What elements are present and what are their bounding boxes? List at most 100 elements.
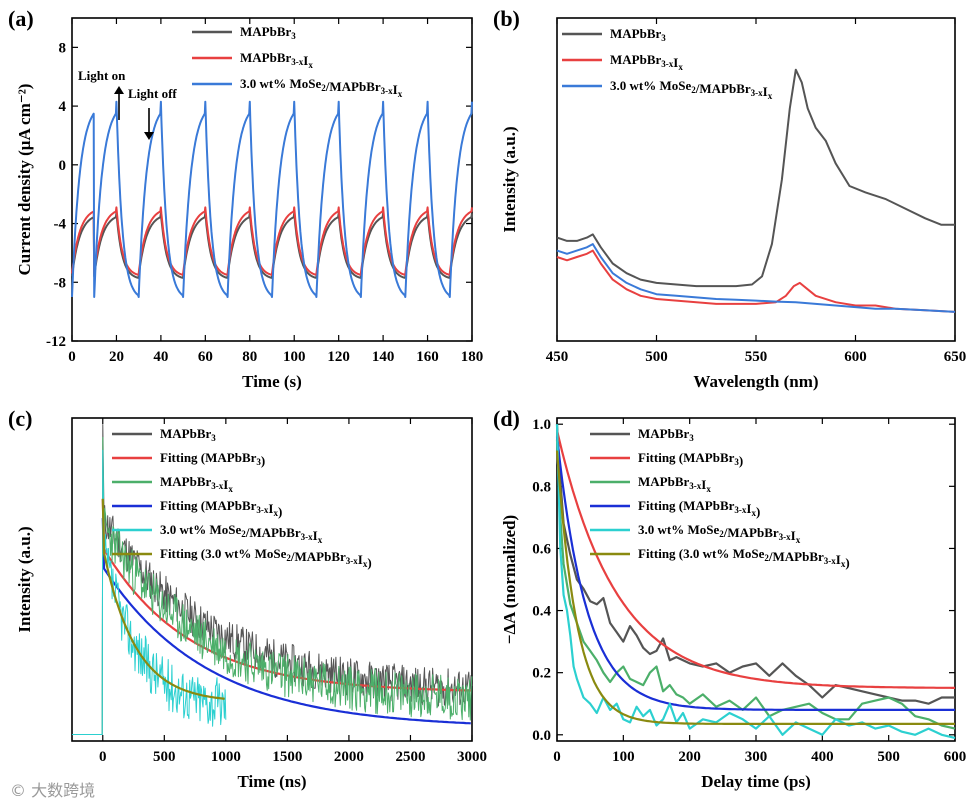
legend-label-part: /MAPbBr (245, 525, 301, 540)
x-tick-label: 80 (242, 349, 257, 365)
series-2-line (72, 436, 473, 735)
legend-label-part: 3-x (689, 481, 701, 491)
legend-label-part: I (313, 528, 318, 543)
x-tick-label: 300 (745, 749, 768, 765)
x-tick-label: 450 (546, 349, 569, 365)
legend-label-part: I (763, 84, 768, 99)
legend-label-part: Fitting (MAPbBr (160, 450, 257, 465)
legend-label-part: ) (367, 555, 371, 570)
legend-label-part: MAPbBr (610, 26, 662, 41)
x-tick-label: 3000 (457, 749, 487, 765)
y-axis-title: Intensity (a.u.) (500, 126, 519, 232)
series-0-line (555, 424, 955, 705)
legend-entry-2-label: MAPbBr3-xIx (160, 474, 233, 494)
legend-entry-2-label: 3.0 wt% MoSe2/MAPbBr3-xIx (610, 78, 773, 101)
x-axis-title: Time (s) (242, 372, 302, 391)
legend-label-part: x (678, 62, 683, 72)
legend-label-part: I (791, 528, 796, 543)
legend-label-part: /MAPbBr (325, 79, 381, 94)
y-tick-label: 4 (59, 99, 67, 115)
series-0-line (72, 424, 473, 735)
legend-label-part: ) (278, 504, 282, 519)
legend-label-part: 3.0 wt% MoSe (638, 522, 719, 537)
legend-label-part: 2 (321, 83, 326, 93)
legend-label-part: Fitting (MAPbBr (638, 450, 735, 465)
y-tick-label: 0.0 (532, 728, 551, 744)
series-2-line (71, 100, 473, 298)
legend-label-part: x (768, 91, 773, 101)
legend-entry-0-label: MAPbBr3 (160, 426, 216, 443)
legend-label-part: x (308, 60, 313, 70)
legend-label-part: 3 (689, 433, 694, 443)
x-tick-label: 100 (283, 349, 306, 365)
x-tick-label: 140 (372, 349, 395, 365)
y-axis-title: Current density (μA cm⁻²) (15, 84, 34, 276)
legend-label-part: 2 (241, 529, 246, 539)
legend-label-part: Fitting (MAPbBr (160, 498, 257, 513)
legend-label-part: I (358, 552, 363, 567)
x-tick-label: 160 (416, 349, 439, 365)
plot-frame (71, 17, 473, 342)
light-on-label: Light on (78, 68, 126, 83)
x-tick-label: 550 (745, 349, 768, 365)
legend-label-part: 2 (286, 553, 291, 563)
x-tick-label: 2000 (334, 749, 364, 765)
legend-entry-4-label: 3.0 wt% MoSe2/MAPbBr3-xIx (160, 522, 323, 545)
legend-label-part: MAPbBr (160, 426, 212, 441)
y-tick-label: 0 (59, 158, 67, 174)
light-on-arrowhead (114, 86, 124, 94)
panel-a-current-density-chart: 0 20 40 60 80 100 120 140 160 180 -12 -8 -4 0 4 8 Time (… (8, 6, 483, 391)
x-tick-label: 0 (553, 749, 561, 765)
x-tick-label: 0 (99, 749, 107, 765)
x-tick-label: 400 (811, 749, 834, 765)
legend-label-part: MAPbBr (240, 24, 292, 39)
legend-label-part: 3.0 wt% MoSe (240, 76, 321, 91)
legend-entry-0-label: MAPbBr3 (638, 426, 694, 443)
legend-label-part: x (796, 535, 801, 545)
series-2-line (556, 243, 956, 313)
legend-label-part: ) (739, 453, 743, 468)
legend-label-part: 3-x (661, 59, 673, 69)
x-tick-label: 100 (612, 749, 635, 765)
legend-entry-0-label: MAPbBr3 (610, 26, 666, 43)
x-tick-label: 500 (877, 749, 900, 765)
legend-label-part: 3.0 wt% MoSe (610, 78, 691, 93)
y-tick-label: -4 (54, 217, 67, 233)
legend-label-part: 3 (256, 457, 261, 467)
legend-entry-1-label: MAPbBr3-xIx (240, 50, 313, 70)
legend-label-part: I (673, 55, 678, 70)
legend-label-part: 2 (719, 529, 724, 539)
legend-label-part: 3 (734, 457, 739, 467)
y-tick-label: 0.8 (532, 479, 551, 495)
x-tick-label: 60 (198, 349, 213, 365)
y-axis-title: −ΔA (normalized) (500, 515, 519, 644)
x-tick-label: 0 (68, 349, 76, 365)
legend-entry-2-label: MAPbBr3-xIx (638, 474, 711, 494)
legend-label-part: x (841, 559, 846, 569)
panel-label: (b) (493, 6, 520, 31)
legend-label-part: 3-x (211, 481, 223, 491)
x-tick-label: 1000 (211, 749, 241, 765)
x-tick-label: 600 (844, 349, 867, 365)
legend-label-part: x (318, 535, 323, 545)
legend-label-part: 2 (691, 85, 696, 95)
legend-label-part: 3-x (346, 556, 358, 566)
legend-label-part: x (706, 484, 711, 494)
legend-entry-5-label: Fitting (3.0 wt% MoSe2/MAPbBr3-xIx) (638, 546, 850, 570)
x-axis-title: Time (ns) (237, 772, 306, 791)
legend-label-part: 3-x (256, 505, 268, 515)
legend-label-part: Fitting (3.0 wt% MoSe (160, 546, 287, 561)
panel-label: (c) (8, 406, 32, 431)
legend-label-part: ) (261, 453, 265, 468)
legend-label-part: 3-x (381, 86, 393, 96)
legend-label-part: 3-x (291, 57, 303, 67)
legend-label-part: x (751, 508, 756, 518)
legend-label-part: Fitting (MAPbBr (638, 498, 735, 513)
y-tick-label: 0.4 (532, 604, 551, 620)
x-axis-title: Wavelength (nm) (693, 372, 818, 391)
legend-entry-2-label: 3.0 wt% MoSe2/MAPbBr3-xIx (240, 76, 403, 99)
legend-label-part: 3 (291, 31, 296, 41)
series-4-line (72, 449, 227, 735)
plot-frame (556, 417, 956, 742)
y-tick-label: 8 (59, 40, 67, 56)
